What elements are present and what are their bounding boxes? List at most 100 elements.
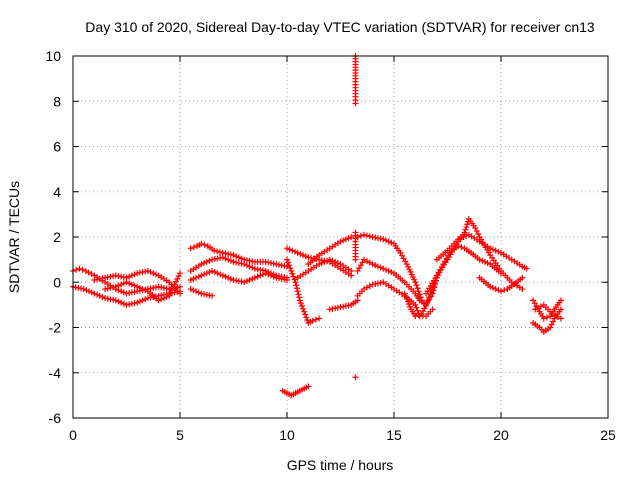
chart-title: Day 310 of 2020, Sidereal Day-to-day VTE… [85,19,595,35]
data-point [131,282,138,289]
data-point [171,281,178,288]
data-point [76,265,83,272]
data-point [150,270,157,277]
data-point [249,264,256,271]
data-point [296,294,303,301]
data-point [257,272,264,279]
data-point [177,290,183,297]
data-point [73,266,80,273]
data-point [96,292,103,299]
data-point [495,287,502,294]
data-point [352,374,359,381]
data-point [422,302,429,309]
data-point [304,317,311,324]
data-point [487,283,494,290]
series-track-u [433,231,530,272]
data-point [203,258,210,265]
data-point [302,311,309,318]
data-point [302,253,309,260]
data-point [251,274,258,281]
data-point [120,289,127,296]
data-point [190,244,197,251]
data-point [547,324,554,331]
data-point [230,252,237,259]
data-point [557,297,564,304]
data-point [259,271,266,278]
series-track-i [279,383,312,399]
data-point [142,296,149,303]
data-point [425,297,432,304]
data-point [174,275,181,282]
x-tick-label: 10 [279,427,295,443]
data-point [324,257,331,264]
data-point [155,297,162,304]
data-point [401,290,408,297]
data-point [201,260,208,267]
data-point [286,246,293,253]
data-point [301,308,308,315]
data-point [363,232,370,239]
data-point [131,271,138,278]
data-point [211,269,218,276]
data-point [300,305,307,312]
data-point [118,288,125,295]
data-point [463,224,470,231]
data-point [294,249,301,256]
data-point [198,272,205,279]
data-point [412,313,419,320]
data-point [461,229,468,236]
x-tick-label: 25 [600,427,616,443]
data-point [287,265,294,272]
data-point [316,315,323,322]
y-tick-label: 0 [53,274,61,290]
y-axis-label: SDTVAR / TECUs [6,181,22,293]
data-point [289,270,296,277]
x-tick-label: 0 [69,427,77,443]
data-point [293,285,300,292]
data-point [377,264,384,271]
data-point [241,279,248,286]
data-point [413,304,420,311]
data-point [309,317,316,324]
data-point [332,258,339,265]
data-point [300,252,307,259]
data-point [216,249,223,256]
data-point [475,230,482,237]
data-point [484,260,491,267]
data-point [382,237,389,244]
data-point [305,383,312,390]
data-point [211,247,218,254]
series-track-c [91,267,183,297]
data-point [147,269,154,276]
data-point [284,276,290,283]
data-point [479,257,486,264]
series-track-p [354,231,425,304]
data-point [249,275,256,282]
data-point [557,306,564,313]
data-point [421,305,428,312]
data-point [366,233,373,240]
data-point [170,284,177,291]
data-point [203,270,210,277]
data-point [209,292,216,299]
data-point [372,262,379,269]
data-point [206,257,213,264]
data-point [177,270,183,277]
data-point [134,283,141,290]
y-tick-label: 6 [53,139,61,155]
data-point [187,286,194,293]
data-point [352,256,359,263]
data-point [415,288,422,295]
data-point [241,261,248,268]
data-point [348,234,355,240]
data-point [291,276,298,283]
data-point [557,315,564,322]
data-point [284,245,290,252]
data-point [246,263,253,270]
series-track-h [187,286,216,299]
data-point [414,285,421,292]
data-point [385,267,392,274]
data-point [523,265,530,272]
data-point [175,273,182,280]
data-point [369,261,376,268]
